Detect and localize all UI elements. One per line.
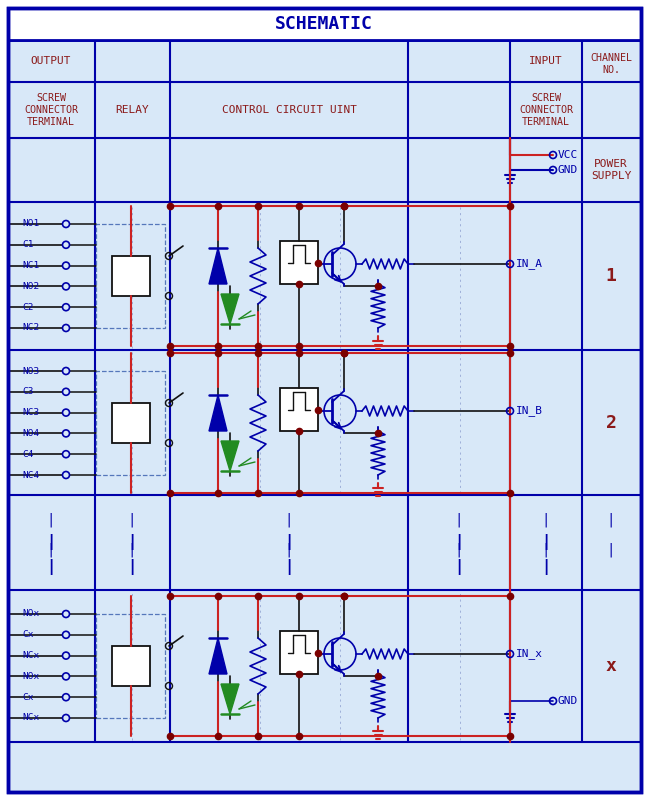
Text: NOx: NOx (22, 610, 39, 618)
Text: IN_A: IN_A (516, 258, 543, 270)
Bar (280, 388, 318, 431)
Polygon shape (221, 294, 239, 324)
Text: Cx: Cx (22, 630, 34, 639)
Polygon shape (209, 638, 227, 674)
Text: GND: GND (558, 696, 578, 706)
Text: |: | (285, 513, 293, 527)
Polygon shape (221, 684, 239, 714)
Text: NOx: NOx (22, 672, 39, 681)
Text: C3: C3 (22, 387, 34, 396)
Text: IN_B: IN_B (516, 406, 543, 417)
Text: CONTROL CIRCUIT UINT: CONTROL CIRCUIT UINT (221, 105, 356, 115)
Text: x: x (606, 657, 617, 675)
Text: |: | (128, 513, 136, 527)
Bar (8, 8, 641, 40)
Text: |: | (607, 542, 615, 558)
Text: |: | (127, 559, 136, 575)
Text: C1: C1 (22, 240, 34, 250)
Text: IN_x: IN_x (516, 649, 543, 659)
Text: |: | (454, 559, 463, 575)
Bar (112, 256, 150, 296)
Text: 2: 2 (606, 414, 617, 432)
Bar (280, 241, 318, 284)
Text: |: | (47, 542, 55, 558)
Text: |: | (454, 534, 463, 550)
Bar (112, 646, 150, 686)
Bar (96, 371, 165, 475)
Text: |: | (284, 559, 293, 575)
Text: 1: 1 (606, 267, 617, 285)
Bar (280, 631, 318, 674)
Text: |: | (607, 513, 615, 527)
Text: POWER
SUPPLY: POWER SUPPLY (591, 159, 631, 181)
Text: NO2: NO2 (22, 282, 39, 291)
Text: NC3: NC3 (22, 408, 39, 417)
Text: |: | (47, 534, 56, 550)
Text: |: | (541, 559, 550, 575)
Text: CHANNEL
NO.: CHANNEL NO. (590, 53, 632, 74)
Text: |: | (127, 534, 136, 550)
Text: |: | (455, 513, 463, 527)
Text: NC1: NC1 (22, 261, 39, 270)
Text: NC2: NC2 (22, 323, 39, 333)
Text: VCC: VCC (558, 150, 578, 160)
Text: |: | (47, 513, 55, 527)
Text: NO1: NO1 (22, 219, 39, 229)
Text: C4: C4 (22, 450, 34, 458)
Text: |: | (47, 559, 56, 575)
Text: |: | (541, 534, 550, 550)
Polygon shape (209, 248, 227, 284)
Text: |: | (542, 542, 550, 558)
Bar (112, 403, 150, 443)
Text: RELAY: RELAY (115, 105, 149, 115)
Text: SCHEMATIC: SCHEMATIC (275, 15, 373, 33)
Text: |: | (455, 542, 463, 558)
Text: C2: C2 (22, 302, 34, 312)
Text: OUTPUT: OUTPUT (31, 56, 71, 66)
Text: |: | (542, 513, 550, 527)
Text: NO3: NO3 (22, 366, 39, 375)
Text: |: | (128, 542, 136, 558)
Text: Cx: Cx (22, 693, 34, 702)
Bar (96, 224, 165, 328)
Text: |: | (284, 534, 293, 550)
Text: NO4: NO4 (22, 429, 39, 438)
Text: NCx: NCx (22, 714, 39, 722)
Polygon shape (221, 441, 239, 471)
Text: |: | (285, 542, 293, 558)
Text: SCREW
CONNECTOR
TERMINAL: SCREW CONNECTOR TERMINAL (24, 94, 78, 126)
Bar (96, 614, 165, 718)
Text: SCREW
CONNECTOR
TERMINAL: SCREW CONNECTOR TERMINAL (519, 94, 573, 126)
Text: GND: GND (558, 165, 578, 175)
Polygon shape (209, 395, 227, 431)
Text: NCx: NCx (22, 651, 39, 660)
Text: NC4: NC4 (22, 470, 39, 479)
Text: INPUT: INPUT (529, 56, 563, 66)
